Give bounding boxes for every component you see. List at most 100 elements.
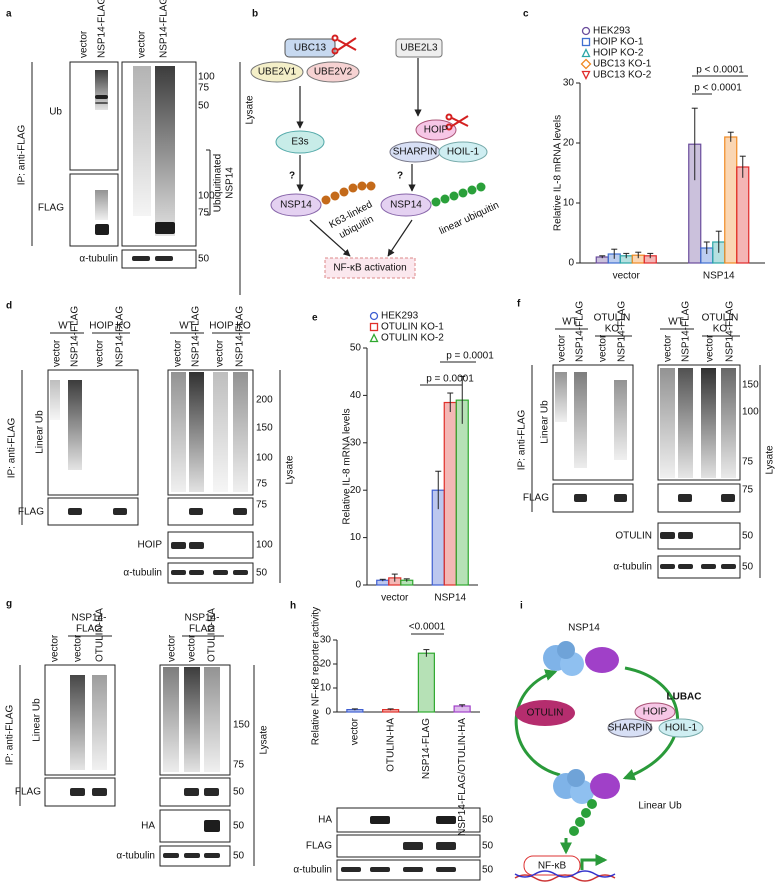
row-label: FLAG [38,203,64,214]
linear-chain [431,182,486,207]
band [95,95,108,99]
lane-label: vector [50,634,61,662]
band [436,867,456,872]
band [163,853,179,858]
smear [163,667,179,772]
legend-marker [369,311,379,321]
lane-label: NSP14-FLAG [97,0,108,58]
lane-label: NSP14-FLAG [70,306,81,367]
panel-label: g [6,599,12,610]
smear [68,380,82,470]
smear [50,380,60,420]
y-tick-label: 30 [350,437,362,448]
mw-marker: 100 [198,191,215,202]
blot [657,555,741,579]
panel-label: d [6,301,12,312]
legend-label: HOIP KO-2 [593,48,644,59]
blot [47,369,139,496]
band [171,542,186,549]
lysate-label: Lysate [245,95,256,125]
lysate-label: Lysate [259,725,270,755]
group-label: OTULIN [594,313,631,324]
mw-marker: 75 [256,479,268,490]
y-tick-label: 10 [320,683,332,694]
band [660,532,675,539]
y-axis-label: Relative IL-8 mRNA levels [342,408,353,524]
legend-label: UBC13 KO-2 [593,70,652,81]
mw-marker: 75 [233,760,245,771]
node-label: HOIP [424,125,449,136]
y-tick-label: 10 [563,198,575,209]
smear [233,372,248,492]
mw-marker: 50 [233,851,245,862]
ip-label: IP: anti-FLAG [17,124,28,185]
smear [92,675,107,770]
lane-label: NSP14-FLAG [575,301,586,362]
lane-label: NSP14-FLAG [617,301,628,362]
ip-label: IP: anti-FLAG [5,704,16,765]
row-label: α-tubulin [123,568,162,579]
band [721,564,736,569]
x-tick-label: NSP14-FLAG/OTULIN-HA [457,718,468,836]
legend-marker [581,26,591,36]
bar [736,166,750,264]
group-label: WT [58,321,74,332]
row-label: α-tubulin [116,851,155,862]
group-label: NSP14- [184,613,219,624]
node-label: NSP14 [390,200,422,211]
node [634,702,676,722]
group-label: KO [713,324,728,335]
node-label: LUBAC [667,692,702,703]
band [678,494,692,502]
band [204,853,220,858]
y-tick-label: 0 [325,707,331,718]
band [189,508,203,515]
ip-label: IP: anti-FLAG [7,417,18,478]
dna [514,870,616,878]
cycle-arrow [622,666,680,781]
group-label: HOIP KO [89,321,131,332]
smear [678,368,693,478]
node [250,61,304,83]
band [189,570,204,575]
smear [660,368,675,478]
lane-label: vector [79,30,90,58]
lane-label: vector [137,30,148,58]
nsp14-icon [553,769,620,804]
band [189,542,204,549]
row-label: α-tubulin [613,562,652,573]
group-label: FLAG [76,624,102,635]
node-label: Linear Ub [638,801,682,812]
y-tick-label: 0 [568,258,574,269]
mw-marker: 50 [482,815,494,826]
lane-label: NSP14-FLAG [191,306,202,367]
x-tick-label: vector [613,271,641,282]
bracket-label: NSP14 [225,167,236,199]
mw-marker: 150 [233,720,250,731]
y-tick-label: 0 [355,580,361,591]
legend-marker [581,48,591,58]
node [380,193,432,217]
row-label: α-tubulin [79,254,118,265]
mw-marker: 50 [742,562,754,573]
legend-label: HOIP KO-1 [593,37,644,48]
group-label: NSP14- [71,613,106,624]
transcription-arrow [580,854,608,870]
y-tick-label: 20 [563,138,575,149]
lane-label: NSP14-FLAG [725,301,736,362]
diagram-i [514,641,704,882]
node-label: UBE2V2 [314,67,353,78]
arrow [309,219,351,257]
panel-label: c [523,9,529,20]
node [607,718,653,738]
node [306,61,360,83]
panel-label: b [252,9,258,20]
lane-label: OTULIN-HA [207,608,218,662]
y-tick-label: 20 [320,659,332,670]
group-label: FLAG [189,624,215,635]
k63-chain [321,181,376,205]
diagram-b [250,34,488,279]
y-tick-label: 20 [350,485,362,496]
smear [95,190,108,220]
group-label: KO [605,324,620,335]
